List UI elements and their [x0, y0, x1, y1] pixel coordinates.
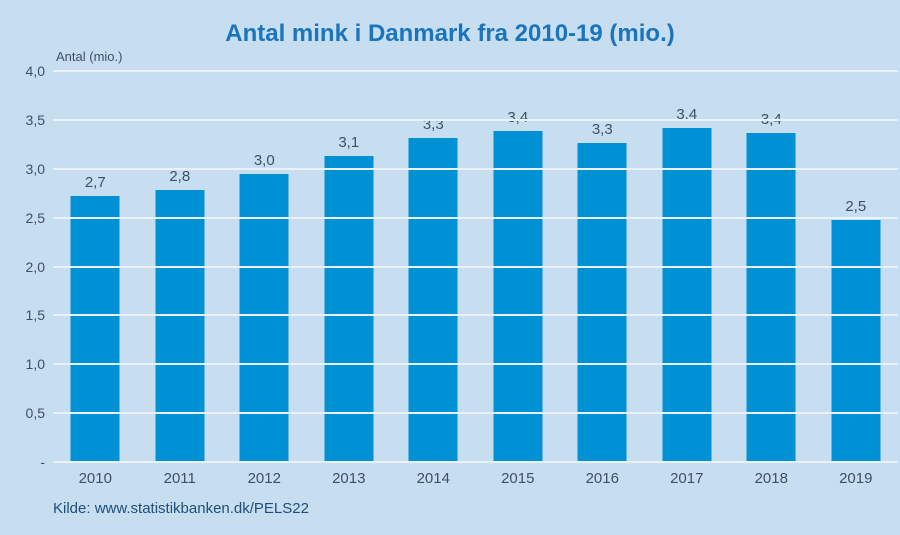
x-tick-label-2013: 2013 [332, 470, 366, 487]
bar-value-label: 3,3 [591, 121, 613, 138]
bar-value-label: 3,4 [507, 109, 529, 126]
y-tick-label: 3,0 [25, 160, 45, 177]
bar-value-label: 3,1 [338, 134, 360, 151]
bar-column-2019: 2,5 [814, 71, 899, 462]
gridline [53, 412, 898, 415]
gridline [53, 461, 898, 463]
gridline [53, 265, 898, 268]
x-tick-label-2014: 2014 [416, 470, 450, 487]
bar-value-label: 3,0 [253, 152, 275, 169]
bar-2019 [831, 220, 881, 462]
bar-column-2016: 3,3 [560, 71, 645, 462]
x-tick-label-2016: 2016 [585, 470, 619, 487]
y-tick-label: 1,0 [25, 356, 45, 373]
x-tick-label-2017: 2017 [670, 470, 704, 487]
bar-value-label: 3,4 [676, 106, 698, 123]
x-axis-labels: 2010 2011 2012 2013 2014 2015 2016 2017 2018 2019 [53, 470, 898, 490]
bar-2011 [155, 190, 205, 462]
bar-2015 [493, 131, 543, 462]
bar-column-2015: 3,4 [476, 71, 561, 462]
bar-column-2011: 2,8 [138, 71, 223, 462]
bar-value-label: 2,8 [169, 168, 191, 185]
gridline [53, 216, 898, 219]
bar-column-2010: 2,7 [53, 71, 138, 462]
source-note: Kilde: www.statistikbanken.dk/PELS22 [53, 500, 309, 517]
x-tick-label-2012: 2012 [247, 470, 281, 487]
bar-2016 [577, 143, 627, 462]
bar-2017 [662, 128, 712, 462]
bar-2013 [324, 156, 374, 462]
gridline [53, 363, 898, 366]
bar-column-2014: 3,3 [391, 71, 476, 462]
x-tick-label-2011: 2011 [163, 470, 196, 487]
gridline [53, 167, 898, 170]
x-tick-label-2015: 2015 [501, 470, 535, 487]
gridline [53, 314, 898, 317]
bar-value-label: 2,5 [845, 198, 867, 215]
gridline [53, 70, 898, 72]
y-tick-label: - [40, 454, 45, 470]
plot-area: 2,7 2,8 3,0 3,1 3,3 3,4 3,3 3,4 3,4 2,5 [53, 70, 899, 463]
y-axis-title: Antal (mio.) [56, 49, 123, 64]
bar-2014 [408, 138, 458, 462]
y-tick-label: 4,0 [25, 63, 45, 79]
y-tick-label: 1,5 [25, 307, 45, 324]
gridline [53, 118, 898, 121]
y-tick-label: 2,5 [25, 209, 45, 226]
bar-2010 [70, 196, 120, 462]
y-tick-label: 0,5 [25, 405, 45, 422]
bar-column-2013: 3,1 [307, 71, 392, 462]
y-tick-label: 2,0 [25, 258, 45, 275]
bar-2018 [746, 133, 796, 462]
x-tick-label-2019: 2019 [839, 470, 873, 487]
bar-value-label: 2,7 [84, 174, 106, 191]
bar-column-2017: 3,4 [645, 71, 730, 462]
bar-column-2018: 3,4 [729, 71, 814, 462]
chart-title: Antal mink i Danmark fra 2010-19 (mio.) [225, 20, 675, 47]
y-tick-label: 3,5 [25, 111, 45, 128]
x-tick-label-2010: 2010 [78, 470, 112, 487]
x-tick-label-2018: 2018 [754, 470, 788, 487]
